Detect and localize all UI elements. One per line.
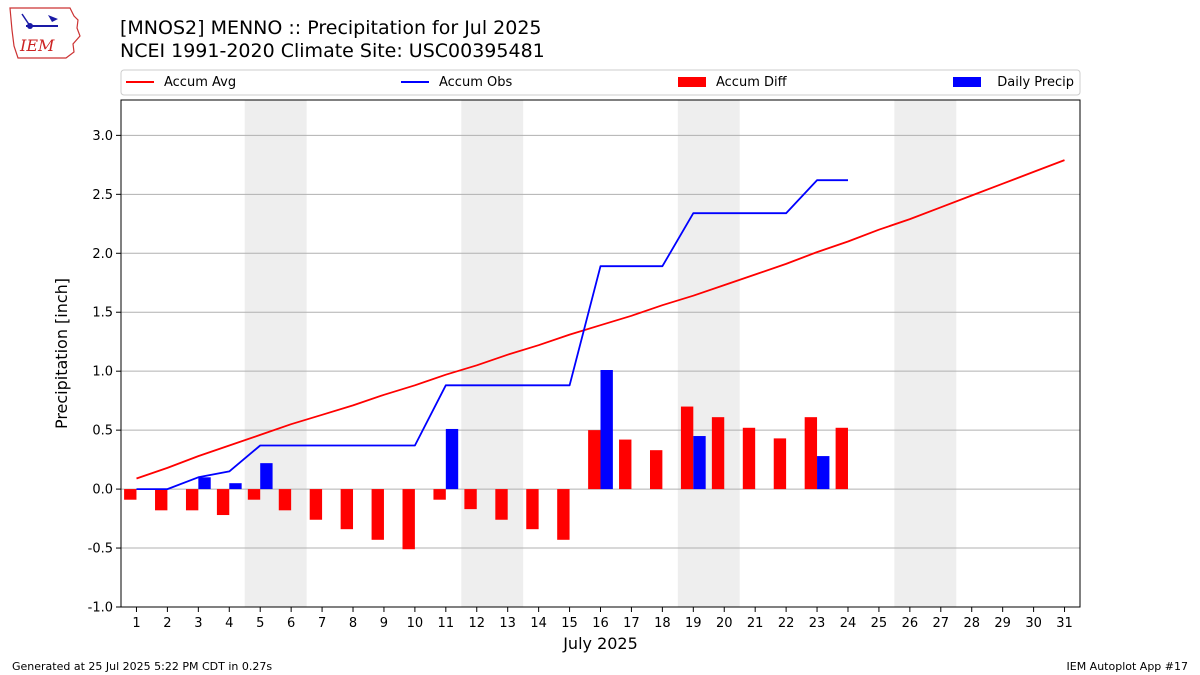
x-tick-label: 27: [933, 616, 950, 631]
x-tick-label: 11: [438, 616, 455, 631]
x-tick-label: 29: [994, 616, 1011, 631]
x-tick-label: 9: [380, 616, 388, 631]
accum-diff-bar: [557, 489, 570, 540]
legend-label: Accum Obs: [439, 75, 512, 90]
y-tick-label: 2.0: [92, 247, 113, 262]
y-tick-label: 0.0: [92, 483, 113, 498]
logo-outline: [9, 7, 81, 59]
y-tick-label: 1.5: [92, 306, 113, 321]
x-tick-label: 10: [407, 616, 424, 631]
x-tick-label: 12: [468, 616, 485, 631]
accum-diff-bar: [155, 489, 168, 511]
weekend-band: [894, 100, 957, 607]
accum-diff-bar: [340, 489, 354, 530]
x-tick-label: 20: [716, 616, 733, 631]
accum-diff-bar: [124, 489, 137, 500]
chart-subtitle: NCEI 1991-2020 Climate Site: USC00395481: [120, 40, 545, 62]
x-tick-label: 15: [561, 616, 578, 631]
y-tick-label: -0.5: [88, 542, 113, 557]
daily-precip-bar: [600, 370, 613, 490]
accum-diff-bar: [588, 430, 601, 490]
legend-label: Accum Diff: [716, 75, 788, 90]
x-tick-label: 24: [840, 616, 857, 631]
y-axis-label: Precipitation [inch]: [52, 278, 71, 429]
x-tick-label: 14: [530, 616, 547, 631]
x-tick-label: 7: [318, 616, 326, 631]
accum-obs-line: [136, 179, 848, 491]
weekend-band: [677, 100, 740, 607]
x-tick-label: 18: [654, 616, 671, 631]
x-axis-label: July 2025: [562, 634, 638, 653]
x-tick-label: 31: [1056, 616, 1073, 631]
x-tick-label: 2: [163, 616, 171, 631]
iem-logo: IEM: [9, 7, 81, 59]
logo-wind-vane: [48, 15, 58, 22]
accum-diff-bar: [619, 439, 632, 490]
x-tick-label: 8: [349, 616, 357, 631]
accum-avg-line: [136, 159, 1065, 480]
legend-swatch-bar: [953, 77, 981, 87]
x-tick-label: 21: [747, 616, 764, 631]
daily-precip-bar: [260, 463, 273, 490]
daily-precip-bar: [693, 436, 706, 490]
accum-diff-bar: [773, 438, 787, 490]
daily-precip-bar: [198, 477, 211, 490]
accum-diff-bar: [216, 489, 230, 516]
x-tick-label: 17: [623, 616, 640, 631]
logo-text: IEM: [19, 36, 55, 55]
accum-diff-bar: [835, 427, 848, 490]
x-tick-label: 5: [256, 616, 264, 631]
plot-frame: [120, 99, 1081, 608]
x-tick-label: 3: [194, 616, 202, 631]
x-tick-label: 16: [592, 616, 609, 631]
x-tick-label: 23: [809, 616, 826, 631]
legend-box: [120, 69, 1081, 96]
legend-swatch-bar: [678, 77, 706, 87]
x-tick-label: 6: [287, 616, 295, 631]
accum-diff-bar: [185, 489, 199, 511]
accum-diff-bar: [247, 489, 261, 500]
x-tick-label: 30: [1025, 616, 1042, 631]
accum-diff-bar: [680, 406, 694, 490]
accum-diff-bar: [309, 489, 323, 520]
accum-diff-bar: [526, 489, 539, 530]
legend-label: Accum Avg: [164, 75, 236, 90]
x-tick-label: 22: [778, 616, 795, 631]
y-tick-label: 3.0: [92, 129, 113, 144]
app-note: IEM Autoplot App #17: [1066, 660, 1189, 673]
y-tick-label: 0.5: [92, 424, 113, 439]
y-tick-label: 1.0: [92, 365, 113, 380]
accum-diff-bar: [278, 489, 292, 511]
accum-diff-bar: [495, 489, 508, 520]
weekend-band: [244, 100, 307, 607]
accum-diff-bar: [804, 417, 818, 490]
logo-dot: [27, 23, 33, 29]
accum-diff-bar: [402, 489, 415, 550]
daily-precip-bar: [229, 483, 242, 490]
y-tick-label: 2.5: [92, 188, 113, 203]
x-tick-label: 4: [225, 616, 233, 631]
y-tick-label: -1.0: [88, 601, 113, 616]
accum-diff-bar: [433, 489, 446, 500]
chart-title: [MNOS2] MENNO :: Precipitation for Jul 2…: [120, 17, 542, 39]
accum-diff-bar: [649, 450, 663, 490]
accum-diff-bar: [371, 489, 384, 540]
x-tick-label: 19: [685, 616, 702, 631]
daily-precip-bar: [445, 428, 459, 490]
accum-diff-bar: [742, 427, 756, 490]
generated-note: Generated at 25 Jul 2025 5:22 PM CDT in …: [12, 660, 273, 673]
x-tick-label: 25: [871, 616, 888, 631]
accum-diff-bar: [711, 417, 725, 490]
x-tick-label: 13: [499, 616, 516, 631]
legend-label: Daily Precip: [997, 75, 1074, 90]
accum-diff-bar: [464, 489, 477, 510]
x-tick-label: 26: [902, 616, 919, 631]
x-tick-label: 28: [963, 616, 980, 631]
x-tick-label: 1: [132, 616, 140, 631]
daily-precip-bar: [817, 456, 830, 490]
